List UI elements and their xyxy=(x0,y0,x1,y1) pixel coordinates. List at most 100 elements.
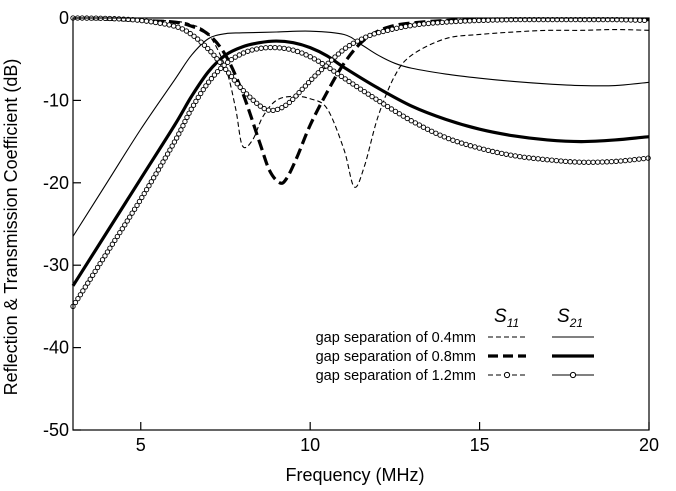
series-point-s11-gap-1-2mm xyxy=(198,39,204,45)
series-point-s11-gap-1-2mm xyxy=(201,42,208,48)
series-point-s21-gap-1-2mm xyxy=(327,65,333,72)
series-point-s11-gap-1-2mm xyxy=(225,70,232,76)
series-point-s11-gap-1-2mm xyxy=(471,18,477,24)
series-point-s21-gap-1-2mm xyxy=(198,90,204,97)
series-point-s21-gap-1-2mm xyxy=(558,158,564,164)
series-point-s21-gap-1-2mm xyxy=(338,73,345,80)
series-point-s21-gap-1-2mm xyxy=(392,108,399,115)
series-point-s11-gap-1-2mm xyxy=(434,20,441,26)
series-point-s21-gap-1-2mm xyxy=(180,123,186,129)
series-point-s21-gap-1-2mm xyxy=(350,81,356,87)
series-point-s21-gap-1-2mm xyxy=(433,130,439,136)
series-point-s21-gap-1-2mm xyxy=(232,54,238,60)
series-point-s11-gap-1-2mm xyxy=(421,21,427,27)
series-point-s21-gap-1-2mm xyxy=(572,159,578,165)
series-point-s21-gap-1-2mm xyxy=(136,198,143,205)
series-point-s21-gap-1-2mm xyxy=(490,148,496,155)
series-point-s21-gap-1-2mm xyxy=(143,187,150,193)
series-point-s11-gap-1-2mm xyxy=(425,20,432,27)
series-point-s11-gap-1-2mm xyxy=(205,45,211,52)
plot-marks xyxy=(70,15,651,310)
series-point-s21-gap-1-2mm xyxy=(290,47,296,53)
series-point-s21-gap-1-2mm xyxy=(236,52,242,58)
series-point-s11-gap-1-2mm xyxy=(228,73,235,80)
series-point-s21-gap-1-2mm xyxy=(184,114,190,121)
series-point-s21-gap-1-2mm xyxy=(472,144,478,150)
y-tick-label: -10 xyxy=(43,90,69,110)
series-point-s21-gap-1-2mm xyxy=(331,68,337,74)
series-point-s11-gap-1-2mm xyxy=(240,88,246,94)
series-point-s21-gap-1-2mm xyxy=(263,45,269,51)
series-point-s11-gap-1-2mm xyxy=(286,99,293,106)
series-point-s11-gap-1-2mm xyxy=(416,21,422,28)
series-point-s21-gap-1-2mm xyxy=(384,103,391,110)
series-point-s21-gap-1-2mm xyxy=(92,268,98,275)
series-point-s11-gap-1-2mm xyxy=(380,28,386,35)
series-point-s21-gap-1-2mm xyxy=(499,150,505,157)
series-point-s21-gap-1-2mm xyxy=(381,101,387,107)
series-point-s11-gap-1-2mm xyxy=(384,27,391,33)
series-point-s21-gap-1-2mm xyxy=(119,226,125,232)
series-point-s11-gap-1-2mm xyxy=(293,93,299,99)
series-point-s21-gap-1-2mm xyxy=(627,157,633,163)
series-point-s11-gap-1-2mm xyxy=(393,25,400,31)
series-point-s21-gap-1-2mm xyxy=(245,48,251,54)
series-point-s11-gap-1-2mm xyxy=(407,23,413,29)
series-point-s21-gap-1-2mm xyxy=(221,62,227,68)
series-point-s21-gap-1-2mm xyxy=(87,276,93,282)
series-line-s21-gap-0-8mm xyxy=(71,39,650,287)
series-point-s11-gap-1-2mm xyxy=(305,79,312,86)
series-point-s11-gap-1-2mm xyxy=(231,77,238,83)
series-point-s11-gap-1-2mm xyxy=(350,40,356,46)
series-point-s21-gap-1-2mm xyxy=(211,72,218,78)
series-point-s21-gap-1-2mm xyxy=(240,50,247,56)
series-point-s21-gap-1-2mm xyxy=(190,102,197,108)
series-point-s11-gap-1-2mm xyxy=(191,33,197,39)
series-point-s21-gap-1-2mm xyxy=(369,94,375,100)
series-point-s11-gap-1-2mm xyxy=(290,96,296,102)
series-point-s21-gap-1-2mm xyxy=(146,183,152,189)
series-point-s21-gap-1-2mm xyxy=(608,158,615,165)
series-point-s11-gap-1-2mm xyxy=(183,28,190,34)
series-point-s11-gap-1-2mm xyxy=(376,29,382,36)
series-point-s21-gap-1-2mm xyxy=(94,264,101,271)
series-point-s11-gap-1-2mm xyxy=(328,57,335,63)
series-point-s21-gap-1-2mm xyxy=(208,75,215,82)
series-point-s21-gap-1-2mm xyxy=(640,156,647,162)
series-line-s21-gap-0-4mm xyxy=(72,30,650,237)
series-point-s21-gap-1-2mm xyxy=(361,88,368,95)
series-point-s21-gap-1-2mm xyxy=(173,135,180,141)
series-point-s11-gap-1-2mm xyxy=(175,24,181,30)
series-point-s21-gap-1-2mm xyxy=(214,69,221,75)
x-axis: 5 10 15 20 xyxy=(136,422,659,455)
series-point-s21-gap-1-2mm xyxy=(429,128,435,134)
series-point-s21-gap-1-2mm xyxy=(267,44,273,51)
series-point-s21-gap-1-2mm xyxy=(82,284,88,290)
y-tick-label: -30 xyxy=(43,255,69,275)
series-point-s11-gap-1-2mm xyxy=(214,56,220,62)
legend-sample-s21-marker xyxy=(569,371,577,379)
series-point-s11-gap-1-2mm xyxy=(318,66,325,73)
series-point-s11-gap-1-2mm xyxy=(312,73,318,79)
series-point-s11-gap-1-2mm xyxy=(247,94,253,100)
series-point-s21-gap-1-2mm xyxy=(334,71,341,77)
series-point-s11-gap-1-2mm xyxy=(354,38,361,44)
series-line-s21-gap-1-2mm xyxy=(72,46,650,307)
series-point-s21-gap-1-2mm xyxy=(307,54,313,60)
series-point-s11-gap-1-2mm xyxy=(296,89,302,96)
series-point-s11-gap-1-2mm xyxy=(261,105,267,112)
series-point-s11-gap-1-2mm xyxy=(166,22,172,28)
legend-header-s21: S21 xyxy=(557,306,583,330)
series-point-s11-gap-1-2mm xyxy=(476,17,482,24)
series-point-s11-gap-1-2mm xyxy=(332,54,338,60)
series-point-s21-gap-1-2mm xyxy=(285,46,292,52)
series-point-s21-gap-1-2mm xyxy=(90,272,96,278)
series-point-s21-gap-1-2mm xyxy=(388,106,395,112)
series-point-s21-gap-1-2mm xyxy=(396,111,402,117)
series-point-s21-gap-1-2mm xyxy=(186,110,192,116)
series-point-s21-gap-1-2mm xyxy=(249,47,255,53)
series-point-s11-gap-1-2mm xyxy=(302,83,309,89)
series-point-s21-gap-1-2mm xyxy=(599,159,605,165)
series-point-s21-gap-1-2mm xyxy=(441,134,447,140)
series-point-s21-gap-1-2mm xyxy=(354,83,360,90)
